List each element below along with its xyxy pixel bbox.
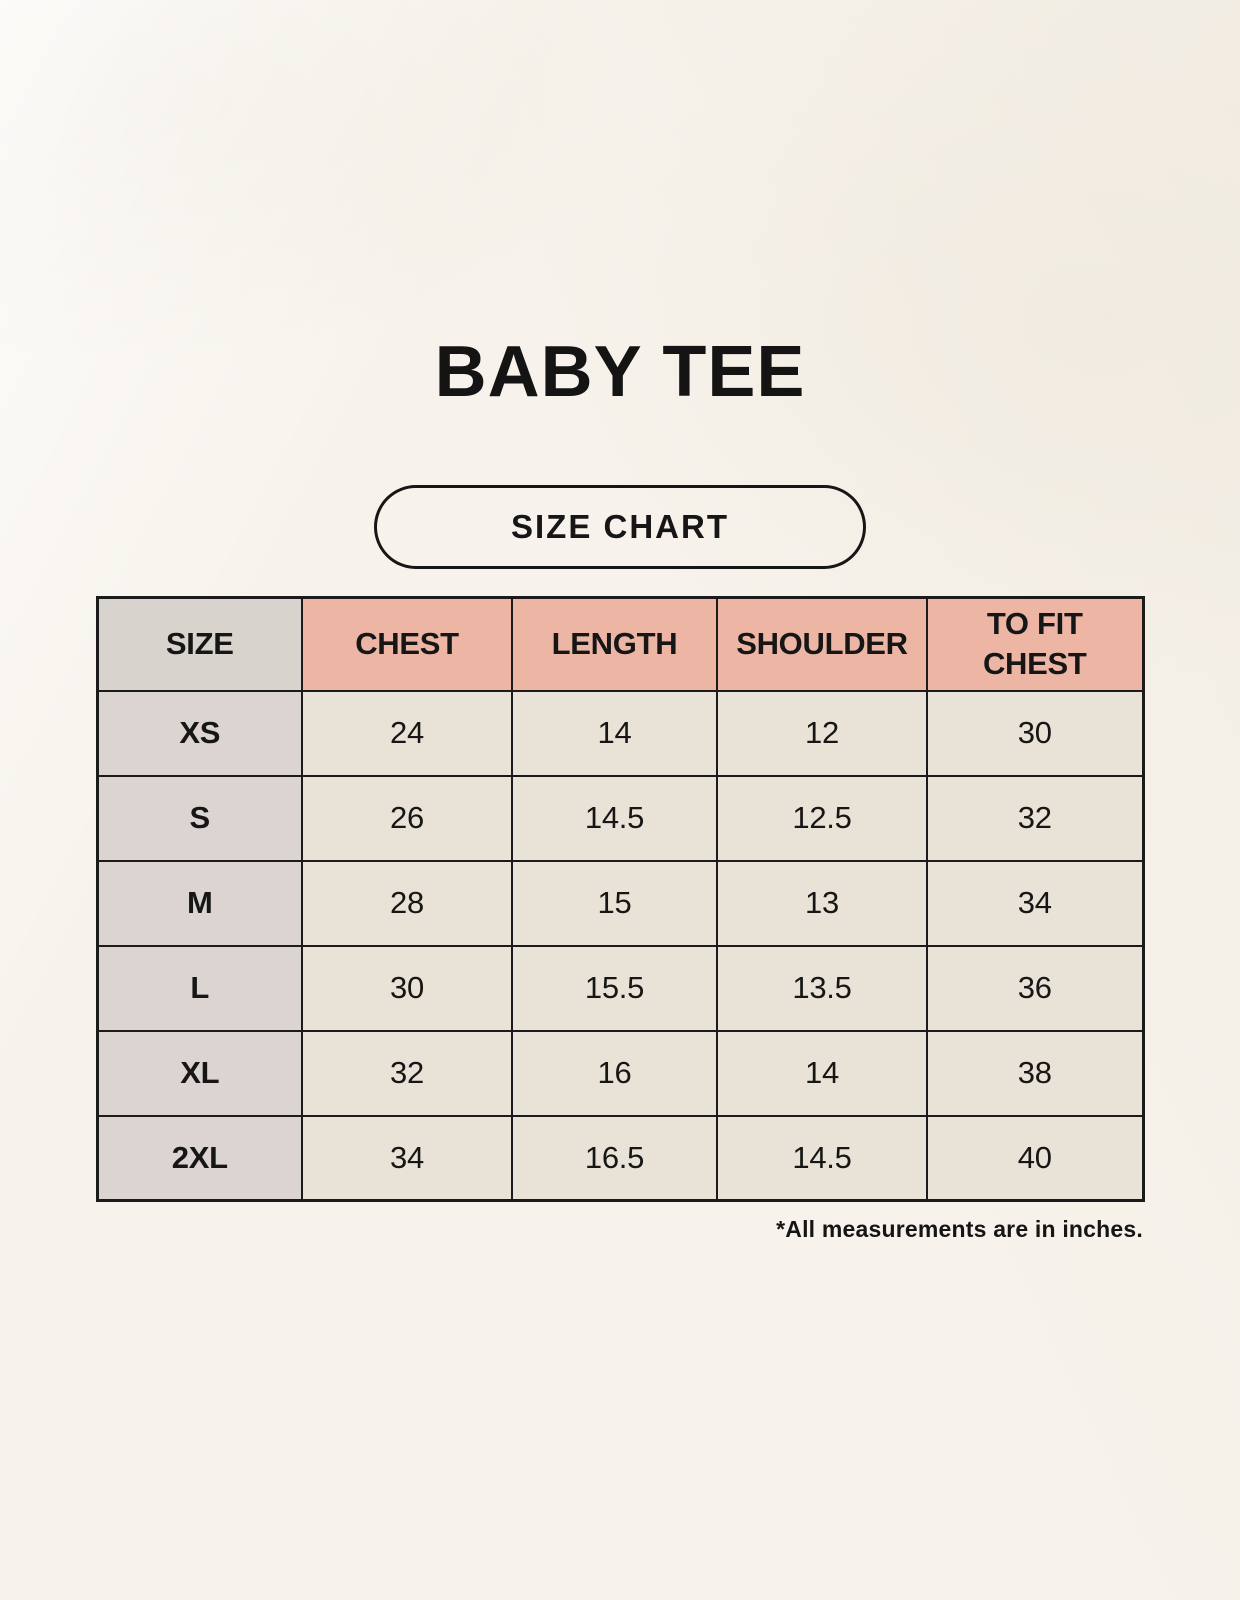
cell-to-fit-chest: 40 [926,1114,1144,1202]
cell-length: 16 [511,1029,718,1117]
table-header-row: SIZE CHEST LENGTH SHOULDER TO FIT CHEST [96,596,1144,692]
cell-to-fit-chest: 30 [926,689,1144,777]
table-row-2xl: 2XL 34 16.5 14.5 40 [96,1114,1144,1202]
cell-shoulder: 12 [716,689,928,777]
table-row-xl: XL 32 16 14 38 [96,1029,1144,1117]
table-row-l: L 30 15.5 13.5 36 [96,944,1144,1032]
cell-length: 16.5 [511,1114,718,1202]
measurements-footnote: *All measurements are in inches. [776,1216,1143,1242]
cell-to-fit-chest: 32 [926,774,1144,862]
cell-chest: 26 [301,774,513,862]
cell-shoulder: 14 [716,1029,928,1117]
product-title: BABY TEE [434,332,806,412]
table-row-xs: XS 24 14 12 30 [96,689,1144,777]
size-chart-badge-label: SIZE CHART [511,508,729,545]
column-header-size: SIZE [96,596,303,692]
column-header-shoulder: SHOULDER [716,596,928,692]
cell-chest: 30 [301,944,513,1032]
table-row-s: S 26 14.5 12.5 32 [96,774,1144,862]
size-chart-badge: SIZE CHART [374,485,866,569]
cell-length: 15.5 [511,944,718,1032]
column-header-to-fit-chest: TO FIT CHEST [926,596,1144,692]
cell-to-fit-chest: 38 [926,1029,1144,1117]
row-label-size: M [96,859,303,947]
row-label-size: L [96,944,303,1032]
cell-length: 15 [511,859,718,947]
cell-to-fit-chest: 34 [926,859,1144,947]
cell-chest: 24 [301,689,513,777]
row-label-size: S [96,774,303,862]
column-header-chest: CHEST [301,596,513,692]
cell-shoulder: 13 [716,859,928,947]
cell-length: 14 [511,689,718,777]
cell-chest: 34 [301,1114,513,1202]
row-label-size: 2XL [96,1114,303,1202]
cell-shoulder: 13.5 [716,944,928,1032]
row-label-size: XL [96,1029,303,1117]
row-label-size: XS [96,689,303,777]
cell-chest: 32 [301,1029,513,1117]
cell-chest: 28 [301,859,513,947]
table-row-m: M 28 15 13 34 [96,859,1144,947]
cell-shoulder: 14.5 [716,1114,928,1202]
cell-length: 14.5 [511,774,718,862]
cell-to-fit-chest: 36 [926,944,1144,1032]
cell-shoulder: 12.5 [716,774,928,862]
size-chart-table: SIZE CHEST LENGTH SHOULDER TO FIT CHEST … [95,596,1145,1202]
column-header-length: LENGTH [511,596,718,692]
